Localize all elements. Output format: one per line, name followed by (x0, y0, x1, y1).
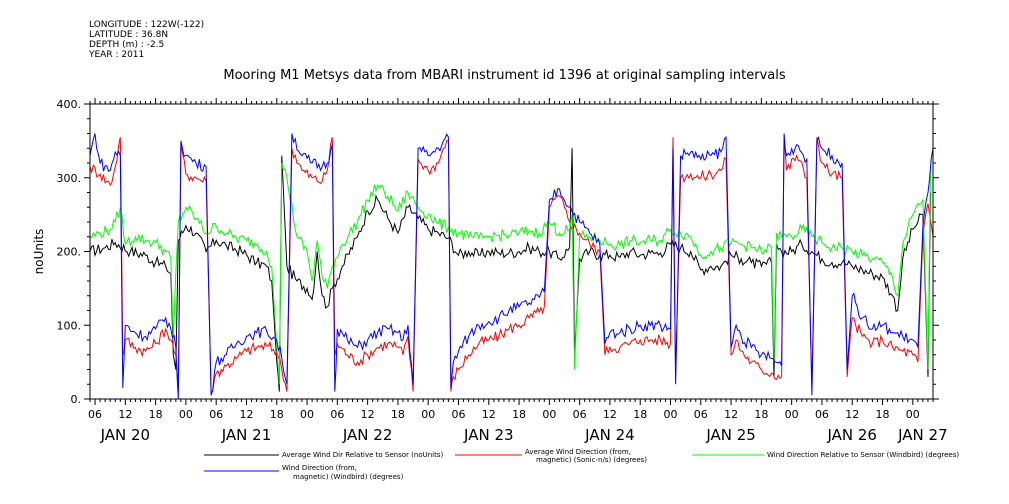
x-tick-label: 06 (209, 408, 223, 421)
legend-label-red: Average Wind Direction (from, (525, 448, 631, 456)
x-tick-label: 00 (300, 408, 314, 421)
legend-label-black: Average Wind Dir Relative to Sensor (noU… (282, 451, 443, 459)
legend-label-blue-line2: magnetic) (Windbird) (degrees) (293, 473, 404, 481)
chart-title: Mooring M1 Metsys data from MBARI instru… (223, 68, 786, 83)
series-line-green (89, 162, 931, 385)
x-tick-label: 00 (785, 408, 799, 421)
y-axis-label: noUnits (32, 229, 46, 275)
x-tick-label: 00 (542, 408, 556, 421)
day-label: JAN 24 (584, 426, 635, 444)
x-tick-label: 12 (118, 408, 132, 421)
x-tick-label: 06 (815, 408, 829, 421)
x-tick-label: 12 (603, 408, 617, 421)
x-tick-label: 06 (694, 408, 708, 421)
series-line-blue (89, 133, 934, 400)
metadata-block: LONGITUDE : 122W(-122) LATITUDE : 36.8N … (89, 20, 204, 60)
x-tick-label: 12 (239, 408, 253, 421)
x-tick-label: 00 (421, 408, 435, 421)
x-tick-label: 12 (724, 408, 738, 421)
x-tick-label: 00 (664, 408, 678, 421)
day-label: JAN 23 (463, 426, 514, 444)
x-tick-label: 18 (149, 408, 163, 421)
day-label: JAN 25 (705, 426, 756, 444)
legend-label-green: Wind Direction Relative to Sensor (Windb… (767, 451, 959, 459)
series-line-red (89, 137, 934, 393)
day-label: JAN 20 (100, 426, 151, 444)
x-tick-label: 12 (845, 408, 859, 421)
x-tick-label: 18 (754, 408, 768, 421)
x-tick-label: 18 (876, 408, 890, 421)
latitude-text: LATITUDE : 36.8N (89, 30, 169, 40)
x-tick-label: 18 (512, 408, 526, 421)
x-tick-label: 18 (270, 408, 284, 421)
day-label: JAN 21 (221, 426, 272, 444)
y-tick-label: 400. (57, 98, 82, 111)
y-tick-label: 100. (57, 319, 82, 332)
legend-label-blue: Wind Direction (from, (282, 464, 357, 472)
x-tick-label: 06 (330, 408, 344, 421)
day-label: JAN 26 (826, 426, 877, 444)
y-tick-label: 300. (57, 172, 82, 185)
longitude-text: LONGITUDE : 122W(-122) (89, 20, 205, 30)
x-tick-label: 12 (482, 408, 496, 421)
x-tick-label: 06 (88, 408, 102, 421)
depth-text: DEPTH (m) : -2.5 (89, 40, 165, 50)
x-tick-label: 18 (633, 408, 647, 421)
x-tick-label: 06 (573, 408, 587, 421)
x-tick-label: 00 (179, 408, 193, 421)
series-line-black (89, 148, 931, 392)
y-tick-label: 200. (57, 246, 82, 259)
day-label: JAN 27 (897, 426, 948, 444)
year-text: YEAR : 2011 (89, 50, 145, 60)
x-tick-label: 06 (451, 408, 465, 421)
x-tick-label: 12 (361, 408, 375, 421)
x-tick-label: 00 (906, 408, 920, 421)
y-tick-label: 0. (71, 393, 82, 406)
day-label: JAN 22 (342, 426, 393, 444)
x-tick-label: 18 (391, 408, 405, 421)
legend-label-red-line2: magnetic) (Sonic-n/s) (degrees) (536, 456, 647, 464)
